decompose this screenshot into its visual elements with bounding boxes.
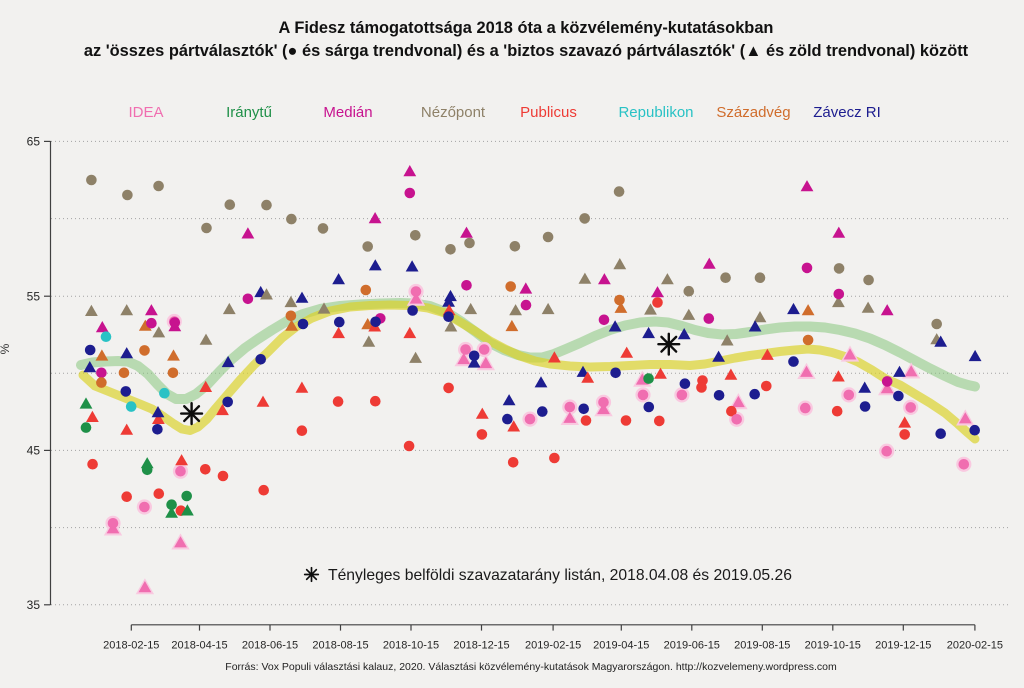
svg-text:2019-08-15: 2019-08-15 (734, 640, 790, 652)
svg-text:2018-02-15: 2018-02-15 (103, 640, 159, 652)
svg-text:2019-12-15: 2019-12-15 (875, 640, 931, 652)
svg-text:2019-10-15: 2019-10-15 (805, 640, 861, 652)
svg-text:35: 35 (27, 598, 41, 612)
svg-text:Nézőpont: Nézőpont (421, 104, 486, 121)
svg-text:Publicus: Publicus (520, 104, 577, 121)
svg-text:Závecz RI: Závecz RI (813, 104, 881, 121)
svg-text:Republikon: Republikon (618, 104, 693, 121)
svg-text:2018-12-15: 2018-12-15 (453, 640, 509, 652)
svg-text:Iránytű: Iránytű (226, 104, 272, 121)
svg-text:2018-06-15: 2018-06-15 (242, 640, 298, 652)
svg-text:2020-02-15: 2020-02-15 (947, 640, 1003, 652)
svg-text:Tényleges belföldi szavazatará: Tényleges belföldi szavazatarány listán,… (328, 567, 792, 584)
svg-text:%: % (0, 343, 12, 354)
svg-text:65: 65 (27, 135, 41, 149)
svg-text:Forrás: Vox Populi választási: Forrás: Vox Populi választási kalauz, 20… (225, 661, 837, 673)
svg-text:IDEA: IDEA (128, 104, 163, 121)
svg-text:az 'összes pártválasztók' (● é: az 'összes pártválasztók' (● és sárga tr… (84, 42, 969, 60)
svg-text:Századvég: Századvég (716, 104, 790, 121)
svg-text:2018-04-15: 2018-04-15 (171, 640, 227, 652)
svg-text:2018-10-15: 2018-10-15 (383, 640, 439, 652)
svg-text:Medián: Medián (323, 104, 372, 121)
svg-text:2018-08-15: 2018-08-15 (312, 640, 368, 652)
svg-text:A Fidesz támogatottsága 2018 ó: A Fidesz támogatottsága 2018 óta a közvé… (279, 19, 774, 37)
svg-text:45: 45 (27, 444, 41, 458)
svg-text:2019-06-15: 2019-06-15 (664, 640, 720, 652)
svg-text:2019-04-15: 2019-04-15 (593, 640, 649, 652)
svg-text:2019-02-15: 2019-02-15 (525, 640, 581, 652)
svg-text:55: 55 (27, 289, 41, 303)
